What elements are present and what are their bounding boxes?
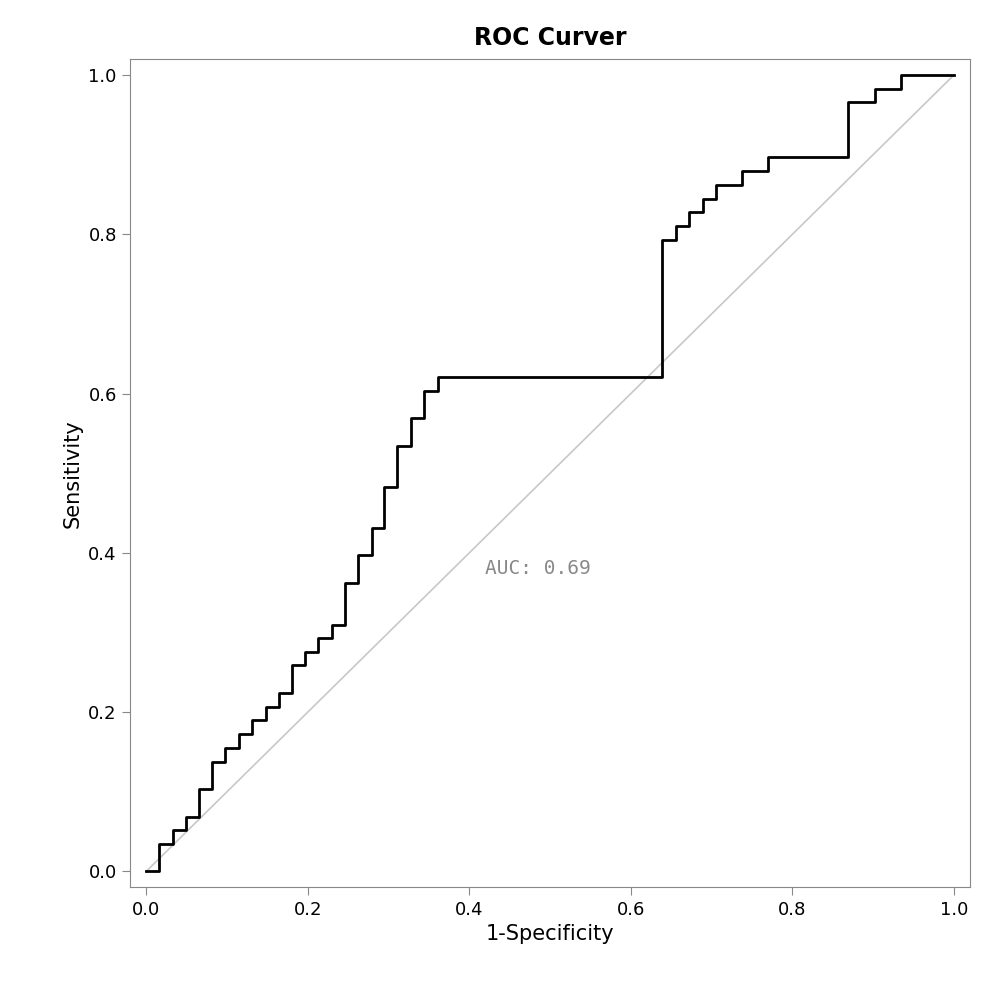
Y-axis label: Sensitivity: Sensitivity [63,419,83,528]
X-axis label: 1-Specificity: 1-Specificity [486,924,614,945]
Text: AUC: 0.69: AUC: 0.69 [485,559,591,579]
Title: ROC Curver: ROC Curver [474,27,626,50]
